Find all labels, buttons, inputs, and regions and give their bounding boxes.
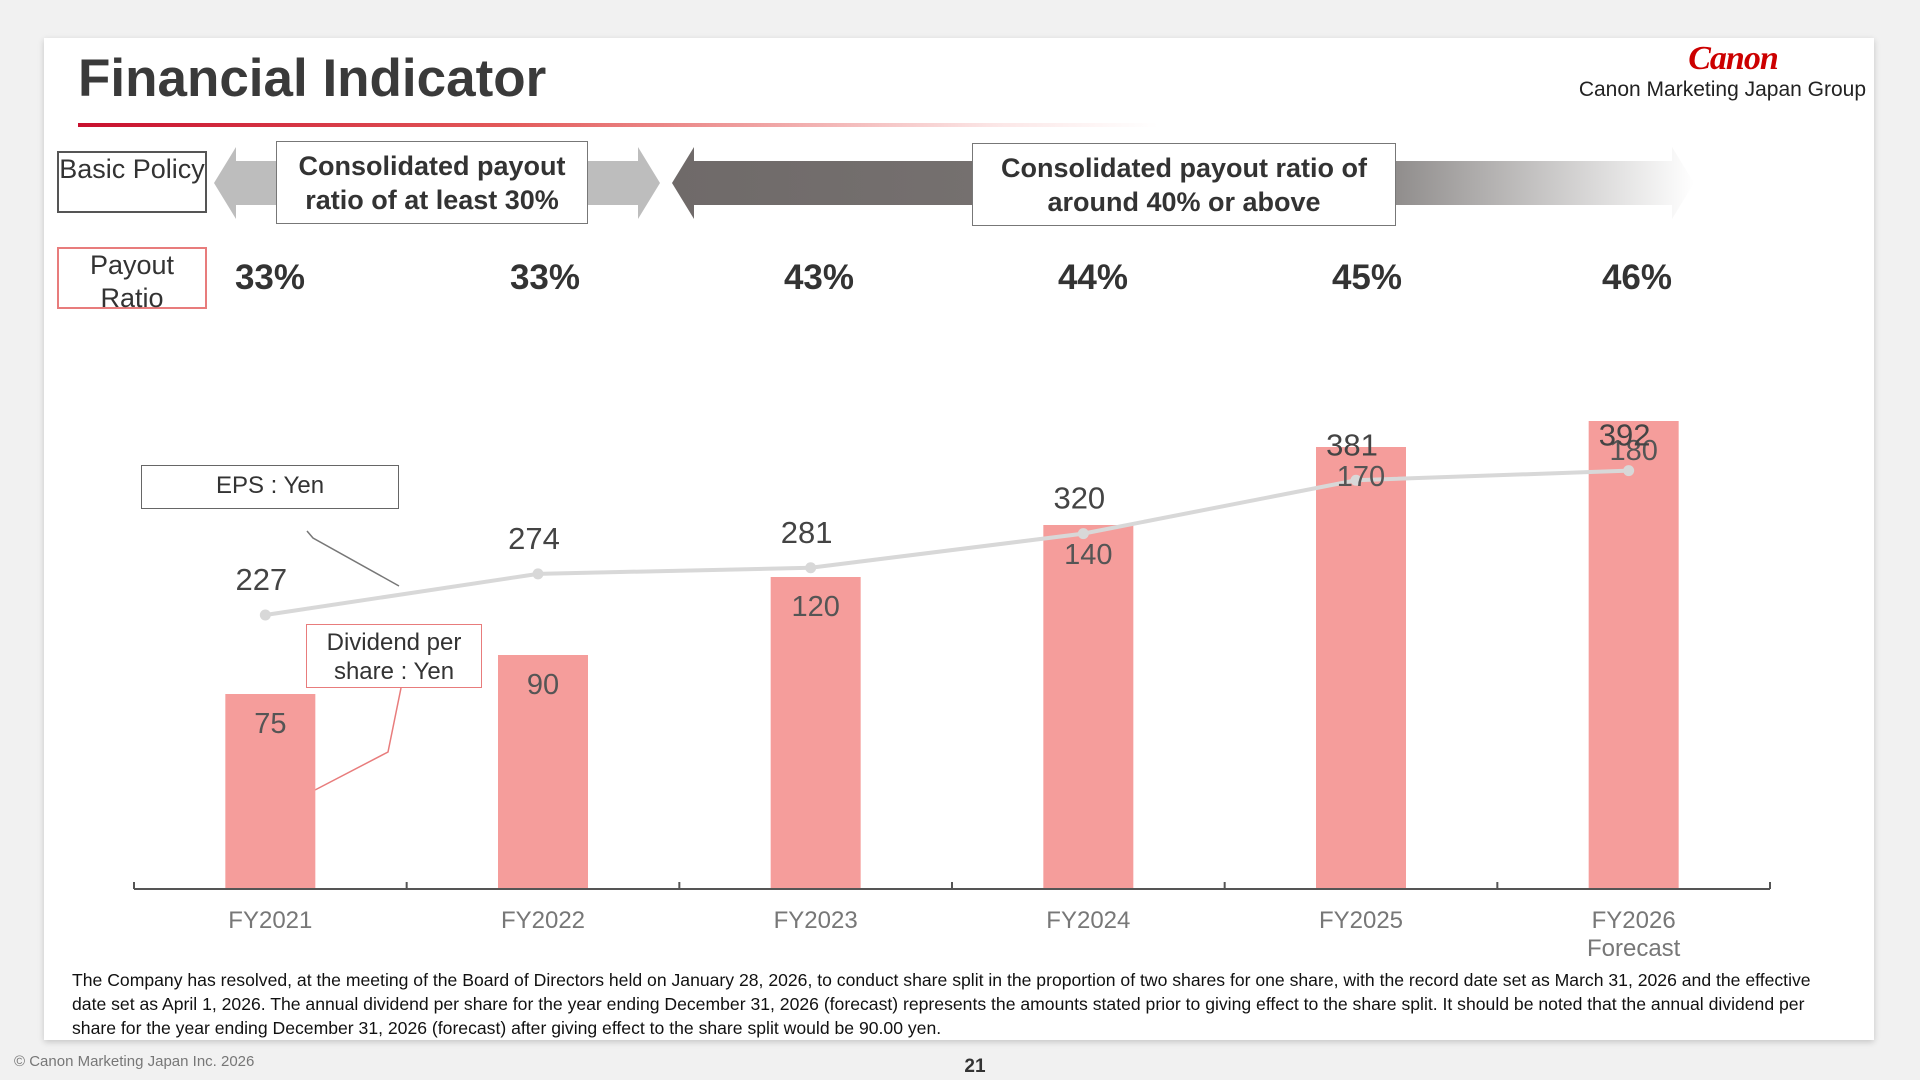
dividend-callout: Dividend per share : Yen — [306, 624, 482, 688]
x-tick-label: FY2026 Forecast — [1587, 907, 1681, 962]
eps-point — [1623, 465, 1635, 477]
eps-callout: EPS : Yen — [141, 465, 399, 509]
payout-ratio-value: 43% — [783, 258, 855, 297]
eps-callout-leader — [306, 530, 400, 587]
payout-ratio-label: Payout Ratio — [57, 247, 207, 313]
dividend-bar — [1043, 525, 1134, 889]
payout-ratio-value: 44% — [1057, 258, 1129, 297]
eps-point — [805, 562, 817, 574]
payout-ratio-value: 45% — [1331, 258, 1403, 297]
canon-logo: Canon — [1688, 40, 1779, 77]
page-number: 21 — [964, 1056, 986, 1077]
eps-value-label: 320 — [1053, 481, 1105, 516]
dividend-bar — [770, 577, 861, 889]
dividend-bar — [225, 694, 316, 889]
dividend-value-label: 120 — [791, 591, 839, 623]
logo-subtitle: Canon Marketing Japan Group — [1578, 78, 1866, 101]
basic-policy-label: Basic Policy — [57, 151, 207, 213]
x-tick-label: FY2023 — [774, 907, 858, 934]
callout-leaders — [306, 530, 402, 791]
x-tick-label: FY2021 — [228, 907, 312, 934]
dividend-bar — [1316, 447, 1406, 889]
dividend-value-label: 140 — [1064, 539, 1112, 571]
dividend-bar — [1588, 421, 1679, 889]
eps-point — [532, 568, 544, 580]
x-tick-label: FY2022 — [501, 907, 585, 934]
eps-value-label: 281 — [781, 515, 833, 550]
x-tick-label: FY2024 — [1046, 907, 1130, 934]
dividend-value-label: 170 — [1337, 461, 1385, 493]
payout-ratio-value: 46% — [1601, 258, 1673, 297]
policy-text-second: Consolidated payout ratio of around 40% … — [972, 143, 1396, 226]
eps-value-label: 274 — [508, 521, 560, 556]
eps-point — [259, 609, 271, 621]
copyright: © Canon Marketing Japan Inc. 2026 — [14, 1053, 255, 1070]
dividend-value-label: 90 — [527, 669, 559, 701]
title-underline — [78, 123, 1158, 127]
dividend-value-label: 75 — [254, 708, 286, 740]
eps-point — [1077, 528, 1089, 540]
share-split-footnote: The Company has resolved, at the meeting… — [72, 970, 1811, 1038]
x-tick-label: FY2025 — [1319, 907, 1403, 934]
eps-value-label: 392 — [1599, 418, 1651, 453]
page-title: Financial Indicator — [78, 49, 547, 108]
dividend-callout-leader — [314, 687, 402, 791]
eps-point — [1350, 474, 1362, 486]
dividend-bar — [498, 655, 588, 889]
eps-value-label: 381 — [1326, 427, 1378, 462]
payout-ratio-value: 33% — [234, 258, 306, 297]
payout-ratio-value: 33% — [509, 258, 581, 297]
eps-line — [265, 468, 1629, 617]
policy-text-first: Consolidated payout ratio of at least 30… — [276, 141, 588, 224]
dividend-value-label: 180 — [1609, 435, 1657, 467]
eps-value-label: 227 — [235, 562, 287, 597]
